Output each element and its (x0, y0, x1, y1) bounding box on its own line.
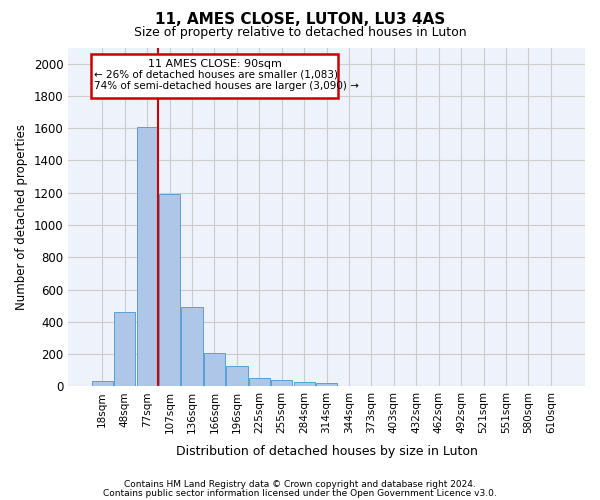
Text: Contains public sector information licensed under the Open Government Licence v3: Contains public sector information licen… (103, 489, 497, 498)
Bar (159, 194, 180, 386)
Bar (293, 382, 315, 386)
Text: ← 26% of detached houses are smaller (1,083): ← 26% of detached houses are smaller (1,… (94, 70, 338, 80)
Text: Contains HM Land Registry data © Crown copyright and database right 2024.: Contains HM Land Registry data © Crown c… (124, 480, 476, 489)
Text: 11, AMES CLOSE, LUTON, LU3 4AS: 11, AMES CLOSE, LUTON, LU3 4AS (155, 12, 445, 28)
X-axis label: Distribution of detached houses by size in Luton: Distribution of detached houses by size … (176, 444, 478, 458)
Bar (316, 384, 337, 386)
Bar (92, 381, 113, 386)
Bar (181, 308, 203, 386)
Bar (271, 380, 292, 386)
Text: 11 AMES CLOSE: 90sqm: 11 AMES CLOSE: 90sqm (148, 59, 281, 69)
FancyBboxPatch shape (91, 54, 338, 98)
Bar (137, 126, 158, 386)
Bar (248, 378, 270, 386)
Text: Size of property relative to detached houses in Luton: Size of property relative to detached ho… (134, 26, 466, 39)
Bar (226, 366, 248, 386)
Bar (114, 312, 136, 386)
Text: 74% of semi-detached houses are larger (3,090) →: 74% of semi-detached houses are larger (… (94, 80, 359, 90)
Bar (204, 352, 225, 386)
Y-axis label: Number of detached properties: Number of detached properties (15, 124, 28, 310)
